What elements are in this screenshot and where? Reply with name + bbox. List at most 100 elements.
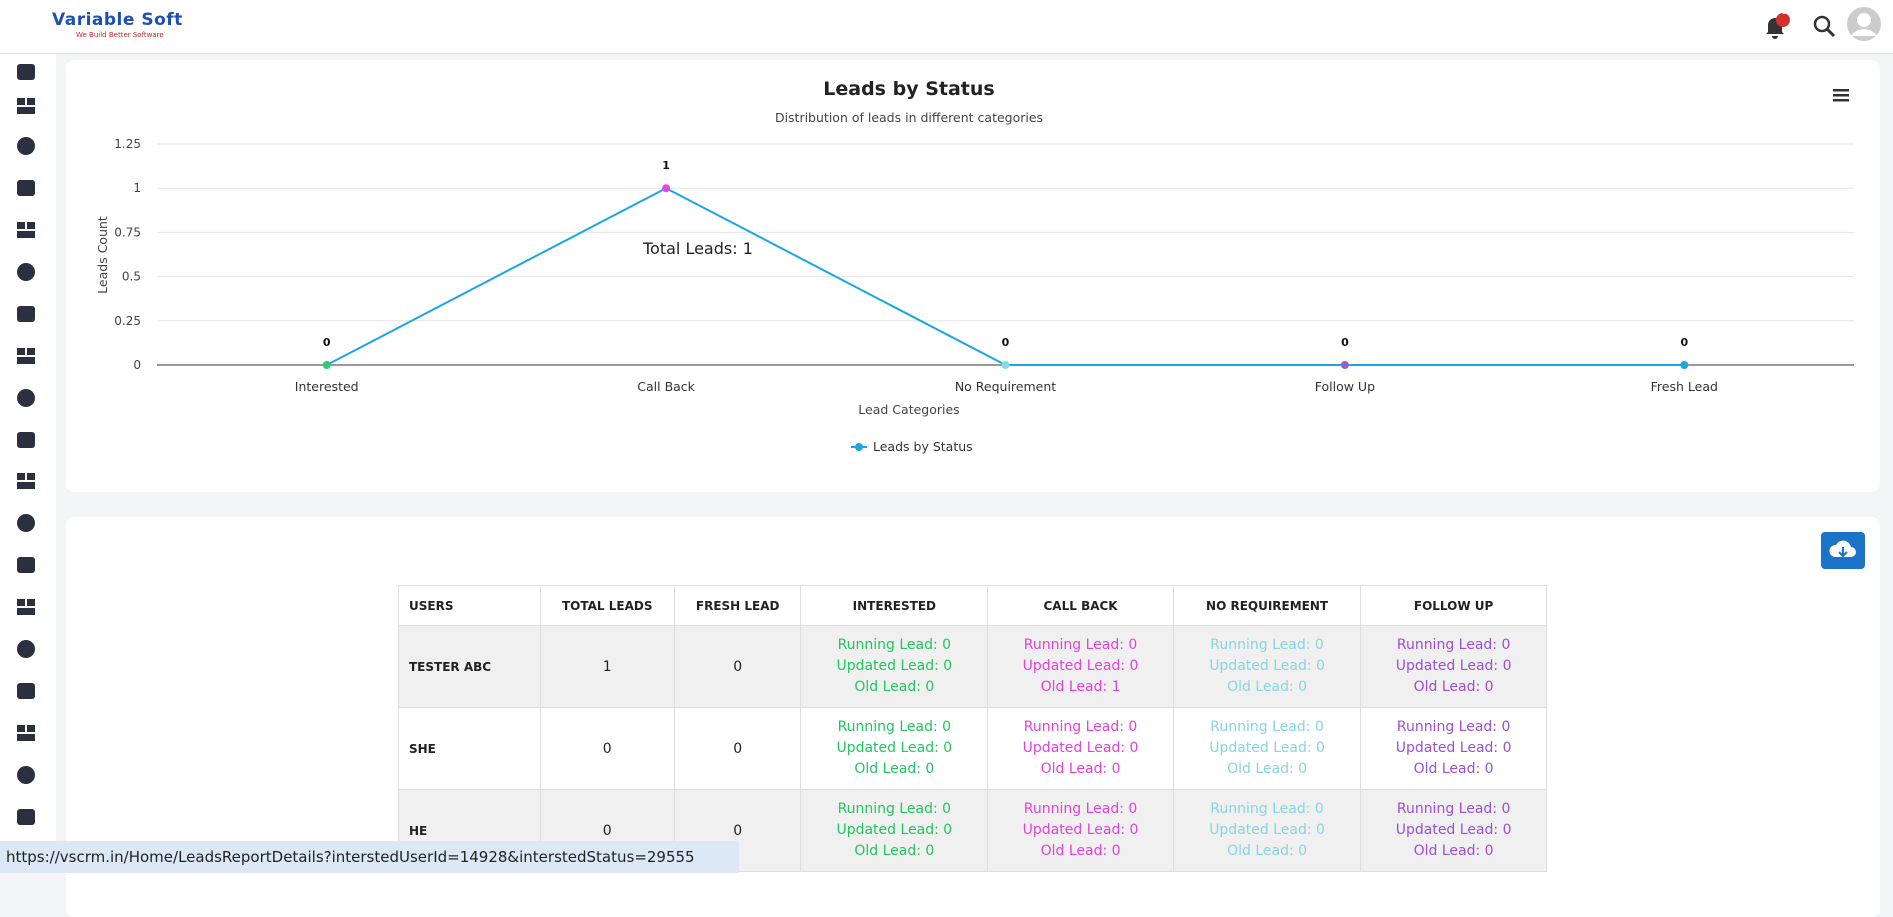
search-icon[interactable] xyxy=(1812,14,1836,38)
cell-line: Running Lead: 0 xyxy=(1210,637,1324,653)
table-cell: Running Lead: 0 Updated Lead: 0 Old Lead: … xyxy=(987,625,1174,708)
sidebar-icon[interactable] xyxy=(17,766,35,784)
icon-shape xyxy=(17,473,25,480)
cell-line: Updated Lead: 0 xyxy=(1395,822,1512,838)
y-tick-label: 0 xyxy=(133,358,141,372)
x-tick-label: Fresh Lead xyxy=(1651,379,1718,394)
cell-line: Old Lead: 0 xyxy=(854,679,935,695)
sidebar-icon[interactable] xyxy=(17,389,35,407)
table-cell: Running Lead: 0 Updated Lead: 0 Old Lead: … xyxy=(1360,789,1547,872)
icon-shape xyxy=(17,432,35,448)
sidebar-icon[interactable] xyxy=(17,514,35,532)
cell-line: Updated Lead: 0 xyxy=(1395,740,1512,756)
data-label: 0 xyxy=(1341,336,1349,349)
sidebar-icon[interactable] xyxy=(17,137,35,155)
bell-icon[interactable] xyxy=(1762,12,1792,40)
legend-label[interactable]: Leads by Status xyxy=(873,439,973,454)
icon-shape xyxy=(17,766,35,784)
icon-shape xyxy=(17,482,35,489)
table-cell: SHE xyxy=(398,707,541,790)
sidebar-icon[interactable] xyxy=(17,222,35,238)
column-header: CALL BACK xyxy=(987,585,1174,626)
cell-line: Running Lead: 0 xyxy=(1023,637,1138,653)
sidebar-icon[interactable] xyxy=(17,98,35,114)
table-cell: Running Lead: 0 Updated Lead: 0 Old Lead: … xyxy=(1360,707,1547,790)
sidebar-icon[interactable] xyxy=(17,809,35,825)
icon-shape xyxy=(17,64,35,80)
avatar[interactable] xyxy=(1846,6,1882,42)
cell-line: Old Lead: 0 xyxy=(854,843,935,859)
sidebar-icon[interactable] xyxy=(17,432,35,448)
y-tick-label: 1 xyxy=(133,181,141,195)
menu-icon[interactable] xyxy=(1833,89,1849,102)
cell-line: Running Lead: 0 xyxy=(1023,801,1138,817)
sidebar-icon[interactable] xyxy=(17,640,35,658)
icon-shape xyxy=(27,348,35,355)
sidebar-icon[interactable] xyxy=(17,306,35,322)
column-header: FOLLOW UP xyxy=(1360,585,1547,626)
cell-line: Running Lead: 0 xyxy=(837,637,952,653)
sidebar-icon[interactable] xyxy=(17,725,35,741)
sidebar xyxy=(0,54,56,873)
x-tick-label: Follow Up xyxy=(1315,379,1375,394)
data-label: 0 xyxy=(323,336,331,349)
logo[interactable]: Variable Soft xyxy=(52,10,183,30)
cell-line: Old Lead: 0 xyxy=(1227,679,1308,695)
icon-shape xyxy=(27,222,35,229)
icon-shape xyxy=(17,725,25,732)
cell-line: Old Lead: 0 xyxy=(1413,843,1494,859)
sidebar-icon[interactable] xyxy=(17,683,35,699)
cell-line: Updated Lead: 0 xyxy=(1209,822,1325,838)
data-label: 1 xyxy=(662,159,670,172)
cell-line: Running Lead: 0 xyxy=(837,719,952,735)
table-cell: Running Lead: 0 Updated Lead: 0 Old Lead: … xyxy=(1172,789,1362,872)
x-tick-label: Interested xyxy=(295,379,359,394)
cell-line: Old Lead: 0 xyxy=(1413,679,1494,695)
cell-line: Running Lead: 0 xyxy=(1210,801,1324,817)
y-axis-title: Leads Count xyxy=(95,216,110,294)
x-tick-label: Call Back xyxy=(637,379,695,394)
cell-line: Running Lead: 0 xyxy=(1396,801,1511,817)
sidebar-icon[interactable] xyxy=(17,599,35,615)
cell-line: Old Lead: 0 xyxy=(854,761,935,777)
cell-line: Updated Lead: 0 xyxy=(836,822,953,838)
cell-line: Updated Lead: 0 xyxy=(1022,822,1139,838)
cell-line: Old Lead: 0 xyxy=(1413,761,1494,777)
data-point xyxy=(322,361,331,369)
table-cell: Running Lead: 0 Updated Lead: 0 Old Lead: … xyxy=(800,707,989,790)
column-header: FRESH LEAD xyxy=(673,585,802,626)
cell-line: Running Lead: 0 xyxy=(1210,719,1324,735)
cell-line: Running Lead: 0 xyxy=(1396,637,1511,653)
cell-line: Old Lead: 0 xyxy=(1227,843,1308,859)
cell-line: Running Lead: 0 xyxy=(1023,719,1138,735)
sidebar-icon[interactable] xyxy=(17,180,35,196)
download-button[interactable] xyxy=(1821,532,1865,569)
sidebar-icon[interactable] xyxy=(17,557,35,573)
icon-shape xyxy=(27,98,35,105)
sidebar-icon[interactable] xyxy=(17,263,35,281)
icon-shape xyxy=(27,599,35,606)
status-bar: https://vscrm.in/Home/LeadsReportDetails… xyxy=(0,841,739,873)
cell-line: Updated Lead: 0 xyxy=(836,740,953,756)
sidebar-icon[interactable] xyxy=(17,348,35,364)
icon-shape xyxy=(17,263,35,281)
chart-title: Leads by Status xyxy=(823,78,994,100)
y-tick-label: 0.75 xyxy=(114,225,141,239)
sidebar-icon[interactable] xyxy=(17,473,35,489)
report-table: USERS TOTAL LEADS FRESH LEAD INTERESTED CALL… xyxy=(398,585,1547,872)
icon-shape xyxy=(17,683,35,699)
sidebar-icon[interactable] xyxy=(17,64,35,80)
cell-line: Updated Lead: 0 xyxy=(1209,740,1325,756)
column-header: INTERESTED xyxy=(800,585,989,626)
icon-shape xyxy=(17,98,25,105)
icon-shape xyxy=(17,809,35,825)
data-point xyxy=(662,184,671,193)
notification-badge: 6 xyxy=(1780,6,1788,17)
icon-shape xyxy=(17,137,35,155)
annotation: Total Leads: 1 xyxy=(642,239,753,258)
x-tick-label: No Requirement xyxy=(955,379,1056,394)
chart-card: Leads by Status Distribution of leads in… xyxy=(66,60,1880,492)
table-cell: Running Lead: 0 Updated Lead: 0 Old Lead: … xyxy=(987,707,1174,790)
data-point xyxy=(1001,361,1010,369)
